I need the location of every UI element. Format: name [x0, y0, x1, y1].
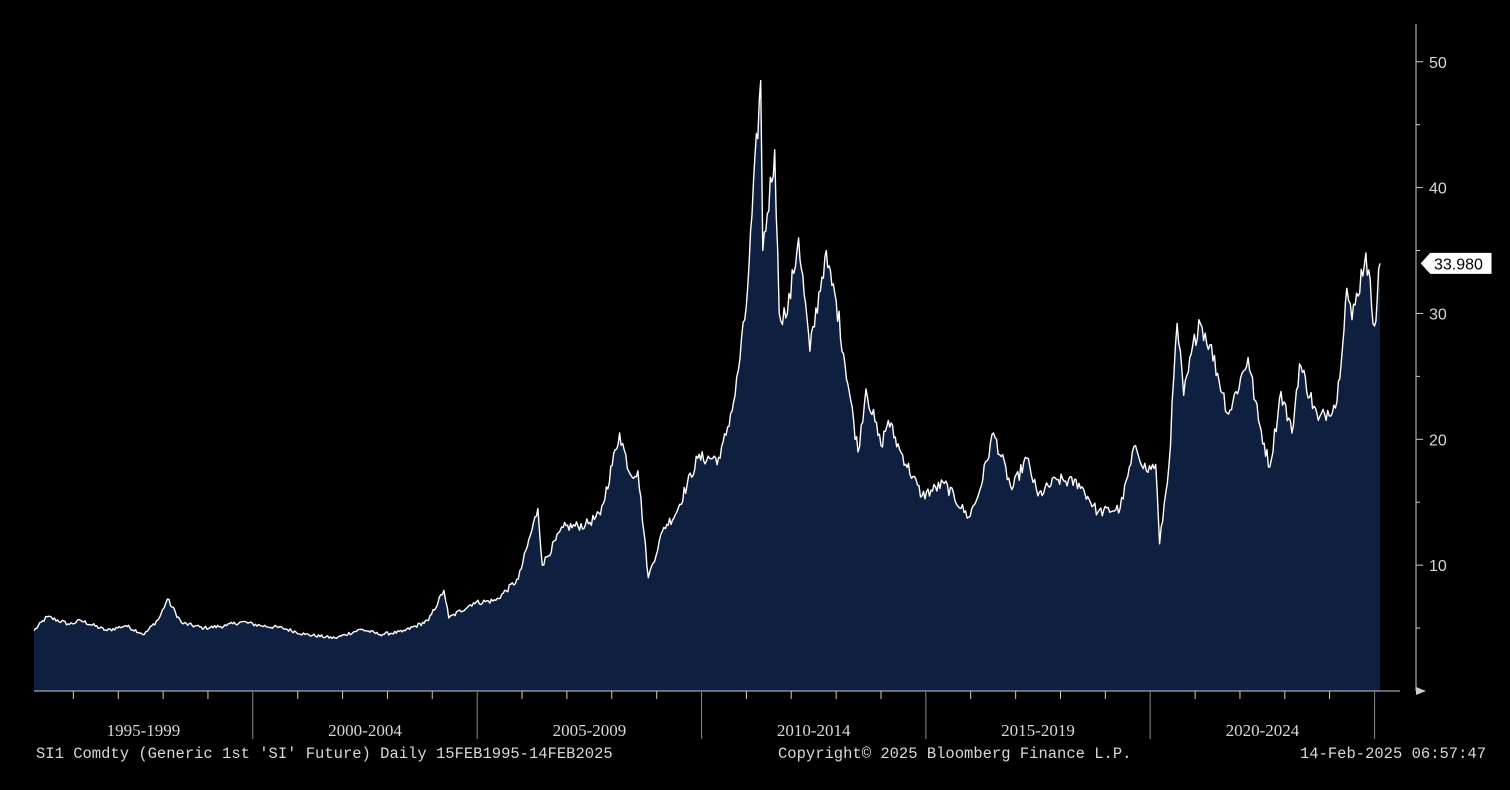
- y-tick-label: 10: [1429, 558, 1447, 575]
- footer-copyright: Copyright© 2025 Bloomberg Finance L.P.: [778, 745, 1132, 763]
- y-tick-label: 20: [1429, 432, 1447, 449]
- footer: SI1 Comdty (Generic 1st 'SI' Future) Dai…: [0, 743, 1510, 767]
- x-period-label: 2015-2019: [1001, 721, 1075, 740]
- last-value-label: 33.980: [1434, 256, 1483, 273]
- y-tick-label: 50: [1429, 55, 1447, 72]
- last-value-tag-shape: [1419, 251, 1493, 275]
- y-axis: 10 20 30 40 50: [1415, 24, 1447, 695]
- x-period-label: 2005-2009: [553, 721, 627, 740]
- y-tick-label: 40: [1429, 181, 1447, 198]
- x-period-label: 2010-2014: [777, 721, 851, 740]
- x-period-label: 2020-2024: [1226, 721, 1300, 740]
- x-axis: 1995-1999 2000-2004 2005-2009 2010-2014 2015…: [34, 690, 1400, 740]
- price-area-fill: [34, 80, 1380, 692]
- footer-ticker-description: SI1 Comdty (Generic 1st 'SI' Future) Dai…: [36, 745, 613, 763]
- footer-timestamp: 14-Feb-2025 06:57:47: [1299, 745, 1486, 763]
- price-line: [33, 79, 1381, 640]
- y-axis-zero-marker: [1416, 687, 1426, 695]
- x-period-label: 2000-2004: [328, 721, 402, 740]
- x-period-label: 1995-1999: [107, 721, 181, 740]
- y-tick-label: 30: [1429, 306, 1447, 323]
- last-value-tag: 33.980: [1419, 251, 1493, 275]
